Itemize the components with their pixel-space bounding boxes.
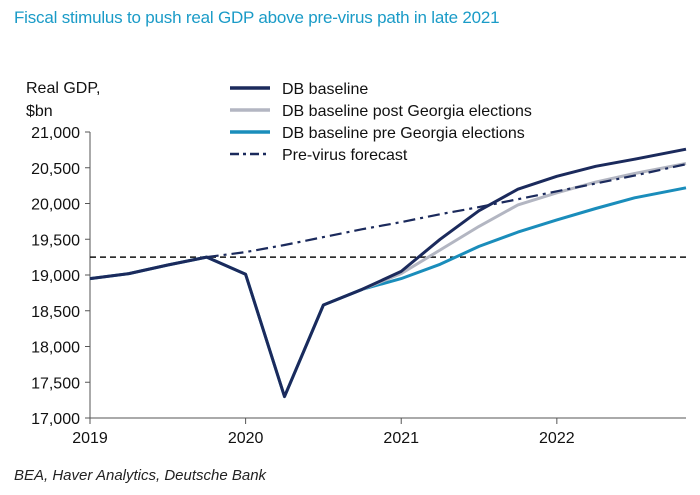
y-tick-label: 21,000	[31, 125, 80, 142]
legend-label-0: DB baseline	[282, 81, 368, 98]
x-tick-label: 2021	[383, 430, 419, 447]
x-tick-label: 2019	[72, 430, 108, 447]
legend: DB baseline DB baseline post Georgia elec…	[230, 81, 532, 164]
y-tick-label: 18,500	[31, 304, 80, 321]
y-tick-label: 19,500	[31, 232, 80, 249]
series-line-2	[89, 186, 687, 399]
y-axis-label-line1: Real GDP,	[26, 80, 100, 97]
source-note: BEA, Haver Analytics, Deutsche Bank	[14, 467, 267, 484]
y-tick-label: 18,000	[31, 340, 80, 357]
series-layer	[89, 147, 687, 399]
y-axis-label-line2: $bn	[26, 103, 53, 120]
series-line-1	[361, 162, 687, 291]
y-tick-label: 20,000	[31, 197, 80, 214]
x-tick-label: 2020	[228, 430, 264, 447]
legend-label-3: Pre-virus forecast	[282, 147, 408, 164]
chart-title: Fiscal stimulus to push real GDP above p…	[14, 8, 500, 27]
y-tick-label: 17,500	[31, 375, 80, 392]
y-tick-label: 19,000	[31, 268, 80, 285]
axes: 17,000 17,500 18,000 18,500 19,000 19,500 20,0…	[31, 125, 686, 447]
legend-label-2: DB baseline pre Georgia elections	[282, 125, 525, 142]
legend-label-1: DB baseline post Georgia elections	[282, 103, 532, 120]
y-tick-label: 17,000	[31, 411, 80, 428]
series-line-0	[89, 147, 687, 399]
y-tick-label: 20,500	[31, 161, 80, 178]
series-line-3	[206, 163, 687, 259]
x-tick-label: 2022	[539, 430, 575, 447]
